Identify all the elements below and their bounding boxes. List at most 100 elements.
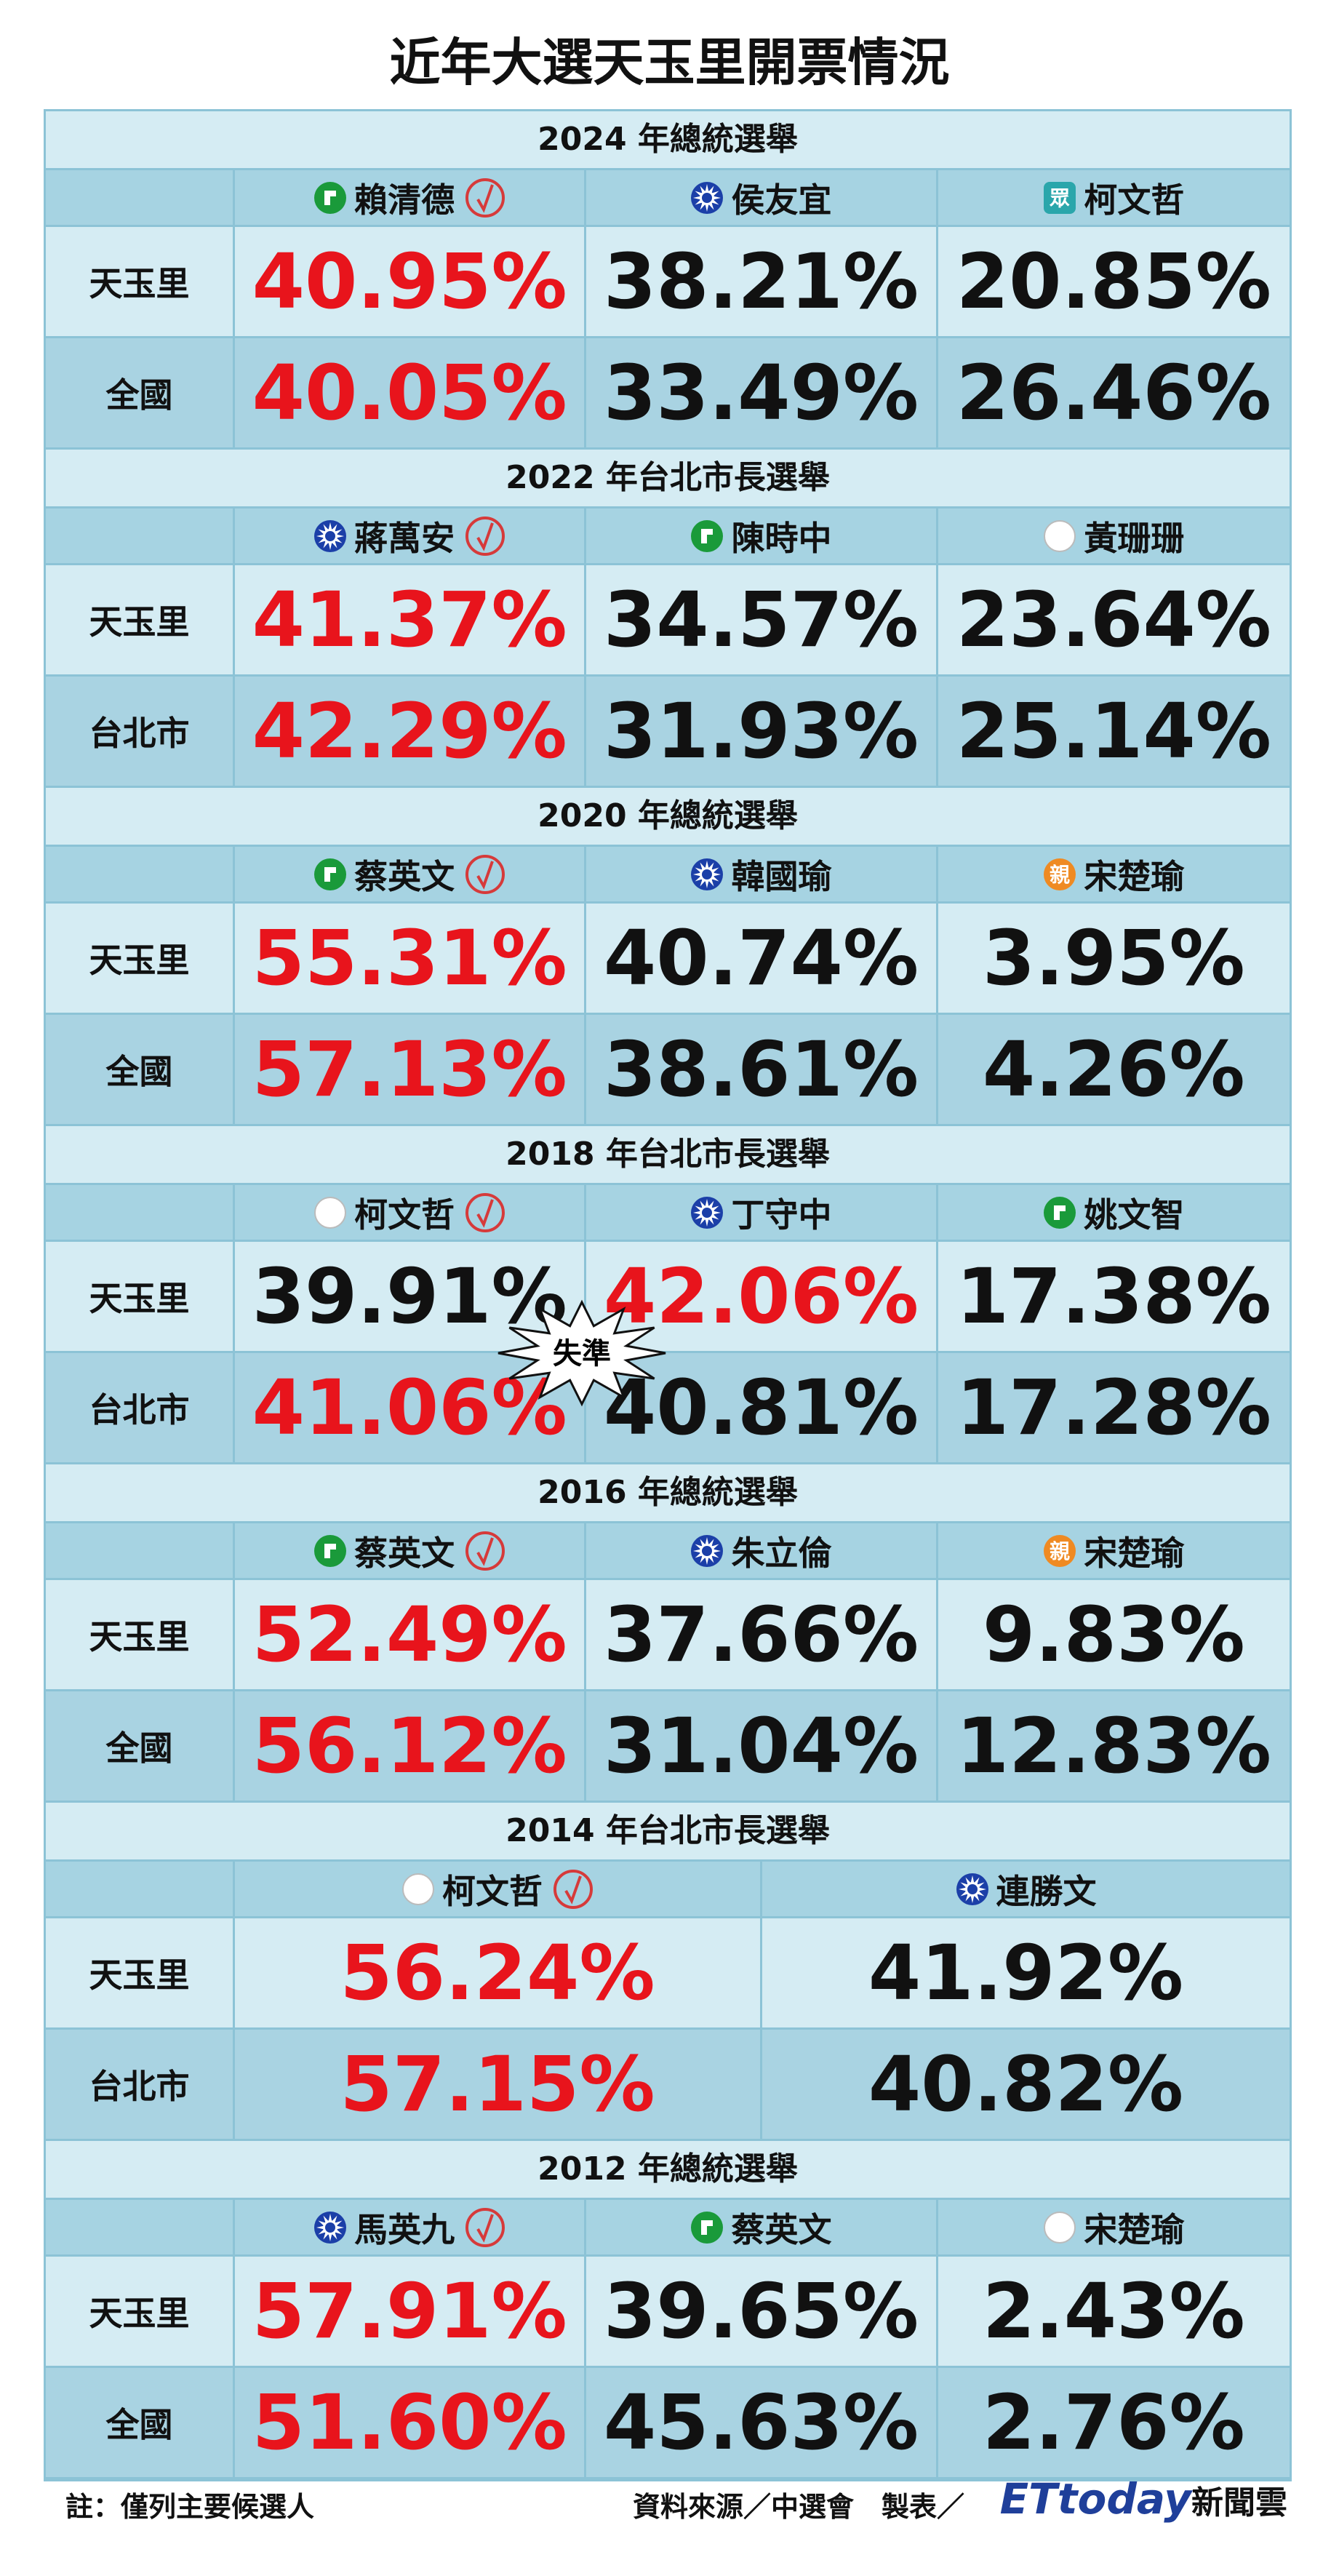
candidate-name: 馬英九: [354, 2209, 455, 2249]
elected-stamp: [465, 1192, 505, 1232]
party-icon: [314, 1534, 347, 1567]
candidate-cell: 蔡英文: [586, 2200, 938, 2257]
vote-share: 45.63%: [586, 2368, 938, 2479]
candidate-cell: 蔡英文: [235, 1523, 587, 1580]
source: 資料來源／中選會 製表／: [633, 2491, 965, 2523]
party-icon: [314, 181, 347, 214]
vote-share: 38.61%: [586, 1015, 938, 1126]
stamp-check: [564, 1875, 582, 1905]
candidate-cell: 馬英九: [235, 2200, 587, 2257]
icon-ray: [970, 1895, 974, 1903]
candidate-name: 宋楚瑜: [1084, 1533, 1185, 1573]
icon-bg: [1044, 2211, 1076, 2244]
vote-share: 40.82%: [762, 2030, 1290, 2141]
vote-share: 33.49%: [586, 338, 938, 450]
icon-bg: [1044, 519, 1076, 552]
section: 2022 年台北市長選舉 蔣萬安 陳時中 黃珊珊 天玉里 41.37% 34.57% 23.6…: [46, 450, 1290, 788]
vote-share: 31.93%: [586, 677, 938, 788]
icon-ray: [328, 2233, 332, 2241]
candidate-cell: 賴清德: [235, 170, 587, 227]
candidate-name: 蔣萬安: [354, 518, 455, 558]
candidate-cell: 侯友宜: [586, 170, 938, 227]
corner-cell: [46, 509, 235, 565]
value-row: 全國 56.12% 31.04% 12.83%: [46, 1691, 1290, 1803]
vote-share: 25.14%: [938, 677, 1290, 788]
row-label: 全國: [46, 1015, 235, 1126]
candidate-name: 賴清德: [354, 180, 455, 220]
value-row: 全國 57.13% 38.61% 4.26%: [46, 1015, 1290, 1126]
candidate-name: 柯文哲: [354, 1195, 455, 1235]
icon-ray: [706, 880, 709, 888]
candidate-cell: 蔣萬安: [235, 509, 587, 565]
stamp-ring: [465, 178, 505, 218]
vote-share: 40.95%: [235, 227, 587, 338]
candidate-name: 姚文智: [1084, 1195, 1185, 1235]
candidate-row: 賴清德 侯友宜 眾柯文哲: [46, 170, 1290, 227]
icon-ray: [336, 2225, 345, 2229]
vote-share: 37.66%: [586, 1580, 938, 1691]
vote-share: 2.43%: [938, 2257, 1290, 2368]
candidate-name: 蔡英文: [731, 2209, 832, 2249]
value-row: 天玉里 57.91% 39.65% 2.43%: [46, 2257, 1290, 2368]
vote-share: 42.29%: [235, 677, 587, 788]
stamp-ring: [465, 2207, 505, 2247]
candidate-name: 侯友宜: [731, 180, 832, 220]
candidate-cell: 連勝文: [762, 1862, 1290, 1918]
section: 2016 年總統選舉 蔡英文 朱立倫 親宋楚瑜 天玉里 52.49% 37.66% 9.83%…: [46, 1464, 1290, 1803]
vote-share: 17.28%: [938, 1353, 1290, 1464]
candidate-name: 陳時中: [731, 518, 832, 558]
value-row: 天玉里 39.91% 42.06% 17.38%: [46, 1242, 1290, 1353]
party-icon: [314, 519, 347, 552]
section: 2014 年台北市長選舉 柯文哲 連勝文 天玉里 56.24% 41.92% 台北市 57.1…: [46, 1803, 1290, 2141]
elected-stamp: [465, 1531, 505, 1571]
title: 近年大選天玉里開票情況: [389, 33, 950, 92]
party-icon: [691, 2211, 724, 2244]
row-label: 全國: [46, 338, 235, 450]
icon-ray: [706, 183, 709, 191]
icon-core: [325, 2222, 336, 2233]
vote-share: 20.85%: [938, 227, 1290, 338]
icon-core: [702, 1545, 713, 1556]
corner-cell: [46, 1523, 235, 1580]
icon-ray: [316, 2225, 324, 2229]
icon-core: [967, 1883, 978, 1894]
candidate-cell: 眾柯文哲: [938, 170, 1290, 227]
vote-share: 57.91%: [235, 2257, 587, 2368]
candidate-cell: 朱立倫: [586, 1523, 938, 1580]
row-label: 天玉里: [46, 1580, 235, 1691]
stamp-check: [476, 2213, 495, 2243]
vote-share: 34.57%: [586, 565, 938, 677]
party-icon: [691, 1196, 724, 1229]
candidate-name: 柯文哲: [442, 1871, 543, 1911]
note: 註：僅列主要候選人: [65, 2491, 315, 2523]
stamp-check: [476, 1536, 495, 1566]
party-icon: [691, 858, 724, 890]
icon-bg: [1044, 1534, 1076, 1567]
value-row: 全國 40.05% 33.49% 26.46%: [46, 338, 1290, 450]
elected-stamp: [553, 1869, 593, 1909]
row-label: 台北市: [46, 677, 235, 788]
candidate-name: 韓國瑜: [731, 856, 832, 896]
section-heading: 2024 年總統選舉: [46, 111, 1290, 170]
vote-share: 3.95%: [938, 904, 1290, 1015]
vote-share: 40.81%: [586, 1353, 938, 1464]
icon-ray: [970, 1875, 974, 1883]
party-icon: [691, 519, 724, 552]
candidate-cell: 陳時中: [586, 509, 938, 565]
icon-bg: [402, 1873, 434, 1905]
icon-mark: 親: [1050, 1539, 1070, 1563]
vote-share: 9.83%: [938, 1580, 1290, 1691]
value-row: 天玉里 56.24% 41.92%: [46, 1918, 1290, 2030]
icon-core: [325, 530, 336, 541]
candidate-name: 宋楚瑜: [1084, 2209, 1185, 2249]
stamp-check: [476, 860, 495, 890]
vote-share: 31.04%: [586, 1691, 938, 1803]
candidate-row: 柯文哲 丁守中 姚文智: [46, 1185, 1290, 1242]
section-heading: 2022 年台北市長選舉: [46, 450, 1290, 509]
elected-stamp: [465, 178, 505, 218]
party-icon: [1044, 2211, 1076, 2244]
value-row: 台北市 57.15% 40.82%: [46, 2030, 1290, 2141]
icon-ray: [958, 1887, 966, 1891]
candidate-row: 馬英九 蔡英文 宋楚瑜: [46, 2200, 1290, 2257]
party-icon: [956, 1873, 988, 1905]
